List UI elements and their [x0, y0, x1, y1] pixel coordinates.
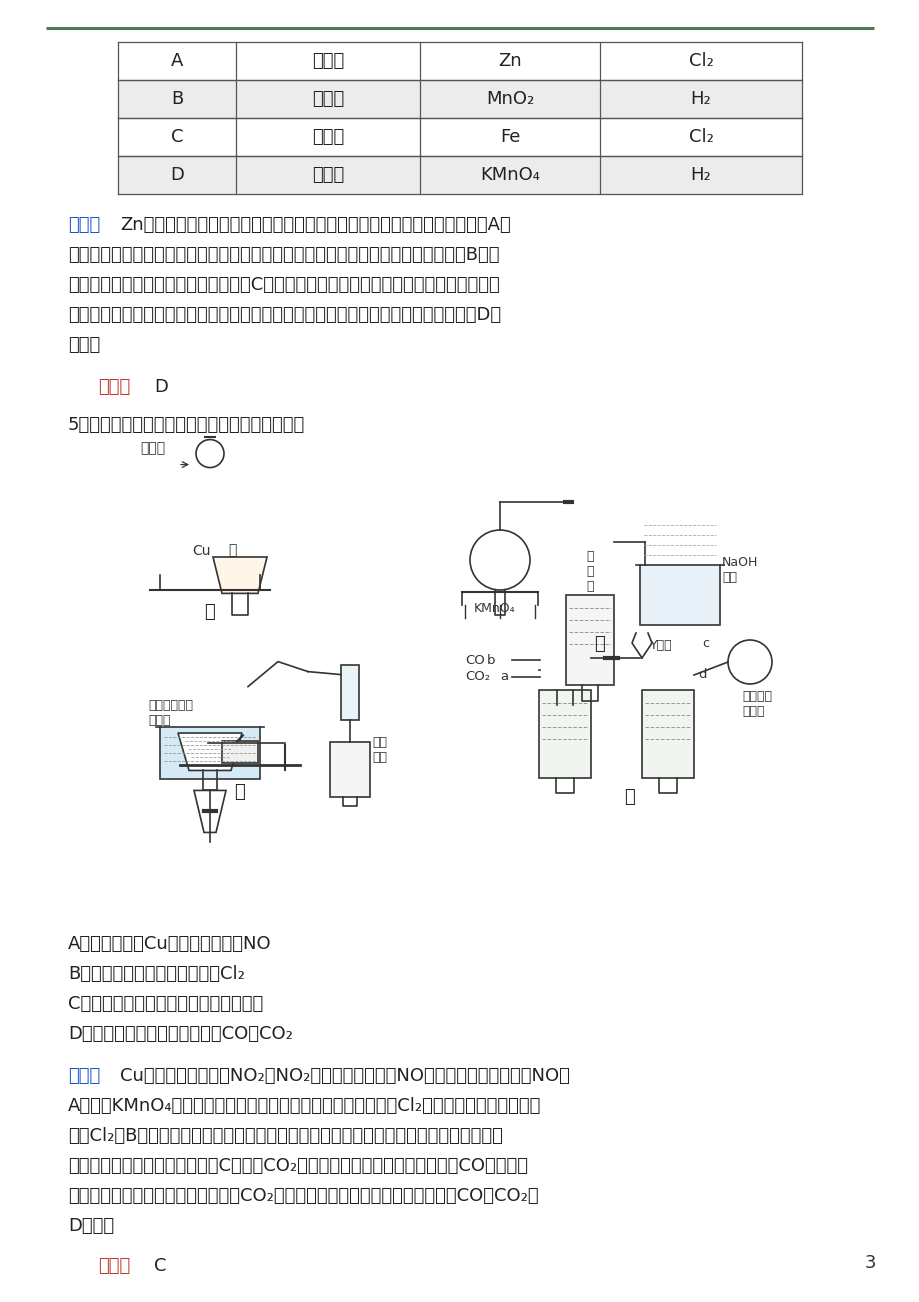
Text: 3: 3	[864, 1254, 875, 1272]
Text: A．图甲装置用Cu和浓疅酸可制取NO: A．图甲装置用Cu和浓疅酸可制取NO	[68, 935, 271, 953]
Text: Zn与稀硫酸反应生成的氢气，在燃烧管中不能与氯气充分混合，不能燃烧，A项: Zn与稀硫酸反应生成的氢气，在燃烧管中不能与氯气充分混合，不能燃烧，A项	[119, 216, 510, 234]
Bar	[539, 690, 590, 779]
Text: B: B	[171, 90, 183, 108]
Text: Cu: Cu	[193, 544, 211, 559]
Text: c: c	[701, 637, 709, 650]
Text: D．图丁装置可用于实验室分离CO和CO₂: D．图丁装置可用于实验室分离CO和CO₂	[68, 1025, 292, 1043]
Bar	[160, 727, 260, 779]
Text: 浓盐酸: 浓盐酸	[312, 165, 344, 184]
Text: 答案：: 答案：	[98, 378, 130, 396]
Text: Y形管: Y形管	[650, 639, 672, 652]
Text: H₂: H₂	[690, 165, 710, 184]
Text: CO: CO	[464, 654, 484, 667]
Text: 生成氯气，氯气和氢气在燃烧管中混合均匀可以获得氯化氢，燃烧时产生苍白色火焰，D项: 生成氯气，氯气和氢气在燃烧管中混合均匀可以获得氯化氢，燃烧时产生苍白色火焰，D项	[68, 306, 501, 324]
Text: 答案：: 答案：	[98, 1256, 130, 1275]
Text: 丁: 丁	[624, 788, 635, 806]
Text: D: D	[153, 378, 167, 396]
Text: Cl₂: Cl₂	[687, 128, 712, 146]
Text: C: C	[153, 1256, 166, 1275]
Text: 正确。: 正确。	[68, 336, 100, 354]
Text: MnO₂: MnO₂	[485, 90, 534, 108]
Text: 5．下列实验方案不能达到实验目的的是（　　）: 5．下列实验方案不能达到实验目的的是（ ）	[68, 417, 305, 434]
Text: 乙醇、乙酸、
浓硫酸: 乙醇、乙酸、 浓硫酸	[148, 699, 193, 727]
Text: A: A	[171, 52, 183, 70]
Bar	[118, 79, 801, 118]
Text: 水: 水	[228, 543, 236, 557]
Polygon shape	[213, 557, 267, 594]
Text: Cu和浓疅酸反应生成NO₂，NO₂可以与水反应生成NO，故可以用甲装置制取NO，: Cu和浓疅酸反应生成NO₂，NO₂可以与水反应生成NO，故可以用甲装置制取NO，	[119, 1068, 569, 1085]
Text: 错误；该装置不需加热即可获得氯气，而二氧化锤和浓盐酸的反应需加热才能发生，B项错: 错误；该装置不需加热即可获得氯气，而二氧化锤和浓盐酸的反应需加热才能发生，B项错	[68, 246, 499, 264]
Text: 烧碱
溶液: 烧碱 溶液	[371, 736, 387, 763]
Text: 丙: 丙	[234, 783, 245, 801]
Text: C．图丙装置可用于实验室制取乙酸乙酩: C．图丙装置可用于实验室制取乙酸乙酩	[68, 995, 263, 1013]
Text: 稀硫酸: 稀硫酸	[312, 52, 344, 70]
Text: Cl₂: Cl₂	[687, 52, 712, 70]
Text: 浓
盐
酸: 浓 盐 酸	[585, 549, 593, 592]
Bar	[221, 741, 257, 763]
Text: Zn: Zn	[498, 52, 521, 70]
Text: D: D	[170, 165, 184, 184]
Text: 排尽空气
的球胆: 排尽空气 的球胆	[742, 690, 771, 717]
Bar	[330, 742, 369, 797]
Bar	[640, 565, 720, 625]
Text: 解析：: 解析：	[68, 1068, 100, 1085]
Text: b: b	[486, 654, 495, 667]
Text: KMnO₄: KMnO₄	[480, 165, 539, 184]
Text: D正确。: D正确。	[68, 1217, 114, 1236]
Text: 浓硝酸: 浓硝酸	[140, 441, 165, 456]
Text: H₂: H₂	[690, 90, 710, 108]
Text: 通过分液漏斗向试剤瓶中加入酸液，CO₂即可放出，故丁装置可用于实验室分离CO和CO₂，: 通过分液漏斗向试剤瓶中加入酸液，CO₂即可放出，故丁装置可用于实验室分离CO和C…	[68, 1187, 538, 1204]
Bar	[641, 690, 693, 779]
Text: a: a	[499, 671, 507, 684]
Text: 乙: 乙	[594, 635, 605, 654]
Text: 导管伸入到液面以下，易倒吸，C错误；CO₂可以先被碑液吸收，在球胆中收集CO气体，再: 导管伸入到液面以下，易倒吸，C错误；CO₂可以先被碑液吸收，在球胆中收集CO气体…	[68, 1157, 528, 1174]
Text: B．图乙装置可用于实验室制备Cl₂: B．图乙装置可用于实验室制备Cl₂	[68, 965, 244, 983]
Text: 解析：: 解析：	[68, 216, 100, 234]
Bar	[341, 664, 358, 720]
Bar	[118, 156, 801, 194]
Text: 浓盐酸: 浓盐酸	[312, 90, 344, 108]
Text: 误；金属铁和疅酸反应不会产生氢气，C项错误；浓盐酸和高锔酸钒在不加热的条件下可以: 误；金属铁和疅酸反应不会产生氢气，C项错误；浓盐酸和高锔酸钒在不加热的条件下可以	[68, 276, 499, 294]
Polygon shape	[177, 733, 242, 771]
Bar	[565, 595, 613, 685]
Text: A正确；KMnO₄具有强氧化性，在常温下就可以把浓盐酸氧化为Cl₂，故乙装置可用于实验室: A正确；KMnO₄具有强氧化性，在常温下就可以把浓盐酸氧化为Cl₂，故乙装置可用…	[68, 1098, 540, 1115]
Text: 稀硕酸: 稀硕酸	[312, 128, 344, 146]
Text: KMnO₄: KMnO₄	[473, 602, 516, 615]
Text: CO₂: CO₂	[464, 671, 490, 684]
Text: 制备Cl₂，B正确；乙酸乙酩在强碑性溶液中可以完全水解，故不能用烧碑溶液吸收，并且: 制备Cl₂，B正确；乙酸乙酩在强碑性溶液中可以完全水解，故不能用烧碑溶液吸收，并…	[68, 1128, 503, 1144]
Text: NaOH
溶液: NaOH 溶液	[721, 556, 757, 585]
Text: Fe: Fe	[499, 128, 519, 146]
Text: d: d	[698, 668, 706, 681]
Text: 甲: 甲	[204, 603, 215, 621]
Text: C: C	[171, 128, 183, 146]
